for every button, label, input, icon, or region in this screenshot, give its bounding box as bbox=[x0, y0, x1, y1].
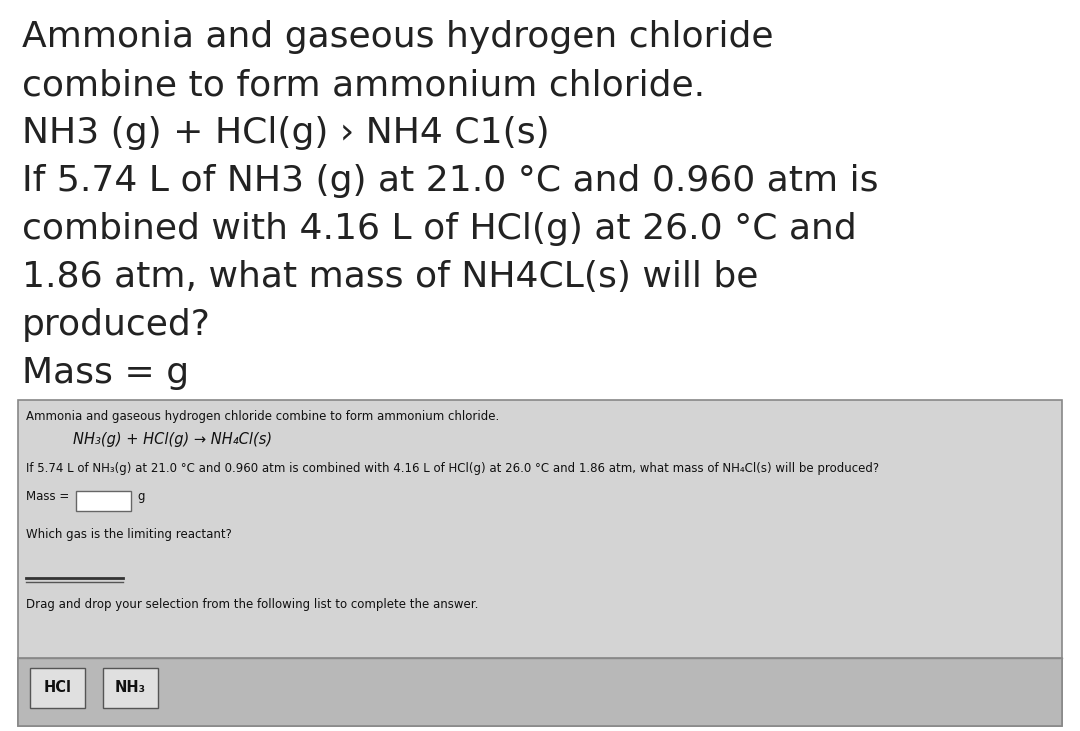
Bar bbox=[18, 658, 1062, 726]
Text: combined with 4.16 L of HCl(g) at 26.0 °C and: combined with 4.16 L of HCl(g) at 26.0 °… bbox=[22, 212, 856, 246]
Text: HCl: HCl bbox=[43, 681, 71, 695]
Text: 1.86 atm, what mass of NH4CL(s) will be: 1.86 atm, what mass of NH4CL(s) will be bbox=[22, 260, 758, 294]
Text: If 5.74 L of NH3 (g) at 21.0 °C and 0.960 atm is: If 5.74 L of NH3 (g) at 21.0 °C and 0.96… bbox=[22, 164, 878, 198]
Text: g: g bbox=[137, 490, 145, 503]
Text: Mass =: Mass = bbox=[26, 490, 69, 503]
Text: Mass = g: Mass = g bbox=[22, 356, 189, 390]
Text: combine to form ammonium chloride.: combine to form ammonium chloride. bbox=[22, 68, 705, 102]
Bar bbox=[103, 668, 158, 708]
Text: Ammonia and gaseous hydrogen chloride combine to form ammonium chloride.: Ammonia and gaseous hydrogen chloride co… bbox=[26, 410, 499, 423]
Text: If 5.74 L of NH₃(g) at 21.0 °C and 0.960 atm is combined with 4.16 L of HCl(g) a: If 5.74 L of NH₃(g) at 21.0 °C and 0.960… bbox=[26, 462, 879, 475]
Bar bbox=[76, 491, 131, 511]
Text: NH₃: NH₃ bbox=[114, 681, 146, 695]
Bar bbox=[30, 668, 85, 708]
Text: Drag and drop your selection from the following list to complete the answer.: Drag and drop your selection from the fo… bbox=[26, 598, 478, 611]
Bar bbox=[18, 400, 1062, 726]
Text: Which gas is the limiting reactant?: Which gas is the limiting reactant? bbox=[26, 528, 232, 541]
Text: Ammonia and gaseous hydrogen chloride: Ammonia and gaseous hydrogen chloride bbox=[22, 20, 773, 54]
Text: produced?: produced? bbox=[22, 308, 211, 342]
Text: NH3 (g) + HCl(g) › NH4 C1(s): NH3 (g) + HCl(g) › NH4 C1(s) bbox=[22, 116, 550, 150]
Text: NH₃(g) + HCl(g) → NH₄Cl(s): NH₃(g) + HCl(g) → NH₄Cl(s) bbox=[73, 432, 272, 447]
